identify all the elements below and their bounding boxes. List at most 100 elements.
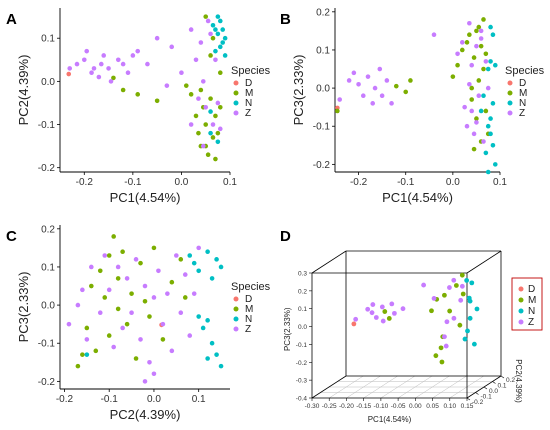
data-point-m (447, 308, 453, 314)
data-point-m (429, 308, 434, 314)
data-point-z (200, 79, 206, 84)
z-tick-label: 0.0 (298, 324, 307, 331)
legend-label-m: M (519, 88, 527, 99)
data-point-z (392, 310, 397, 316)
legend-swatch-d (518, 286, 524, 292)
data-point-z (372, 85, 378, 91)
z-tick-label: -0.3 (296, 378, 308, 385)
data-point-m (469, 85, 475, 91)
legend-title: Species (231, 281, 271, 293)
data-point-n (490, 101, 496, 106)
data-point-m (120, 249, 125, 254)
data-point-m (178, 257, 184, 262)
legend-swatch-z (507, 110, 513, 116)
y-tick-label: 0.2 (316, 7, 330, 18)
legend-label-z: Z (245, 108, 251, 119)
data-point-z (356, 81, 361, 87)
data-point-n (490, 143, 496, 148)
data-point-n (218, 264, 224, 270)
data-point-m (124, 321, 130, 327)
data-point-m (210, 135, 216, 140)
data-point-n (485, 123, 491, 129)
x-tick-label: 0.1 (493, 177, 507, 188)
data-point-z (483, 59, 489, 64)
data-point-n (469, 280, 475, 286)
data-point-z (66, 321, 72, 327)
data-point-z (151, 371, 157, 377)
data-point-n (464, 278, 470, 283)
data-point-m (147, 314, 152, 319)
data-point-m (75, 363, 81, 369)
data-point-z (147, 360, 152, 365)
data-point-z (193, 57, 199, 63)
data-point-z (421, 282, 427, 288)
data-point-z (474, 43, 479, 49)
x-tick-label: -0.2 (76, 177, 94, 188)
data-point-z (84, 337, 90, 342)
data-point-z (469, 62, 475, 68)
data-point-m (84, 325, 90, 331)
data-point-z (217, 126, 223, 132)
data-point-m (455, 62, 460, 68)
data-point-m (208, 96, 213, 101)
legend-label-z: Z (245, 324, 251, 335)
data-point-z (111, 344, 116, 350)
legend-label-d: D (528, 284, 535, 295)
data-point-n (200, 325, 206, 331)
data-point-m (188, 92, 194, 97)
data-point-n (220, 27, 226, 32)
data-point-n (214, 257, 219, 262)
z-tick-label: 0.3 (298, 271, 307, 278)
data-point-m (151, 245, 157, 251)
y-tick-label: 0.0 (489, 388, 498, 395)
data-point-m (469, 97, 475, 102)
data-point-z (151, 295, 157, 300)
legend-label-m: M (245, 88, 253, 99)
y-tick-mark (466, 397, 471, 401)
data-point-n (187, 253, 193, 258)
legend-swatch-z (233, 110, 239, 116)
data-point-n (215, 14, 221, 19)
data-point-n (205, 318, 210, 323)
data-point-z (474, 120, 479, 125)
data-point-n (210, 22, 216, 28)
data-point-z (478, 36, 484, 41)
legend-swatch-m (518, 297, 524, 303)
data-point-z (471, 131, 477, 137)
data-point-m (439, 359, 445, 365)
data-point-z (89, 264, 94, 270)
data-point-m (120, 87, 126, 93)
data-point-z (138, 337, 143, 342)
data-point-z (165, 291, 170, 296)
data-point-n (485, 66, 491, 72)
data-point-z (196, 96, 201, 101)
data-point-n (196, 314, 201, 319)
data-point-n (208, 130, 213, 136)
data-point-z (80, 287, 85, 293)
y-tick-mark (475, 392, 479, 395)
panel-a-letter: A (6, 11, 17, 28)
data-point-z (106, 287, 112, 293)
data-point-z (145, 61, 150, 67)
data-point-z (346, 78, 352, 83)
data-point-z (400, 306, 406, 312)
data-point-m (457, 322, 463, 328)
data-point-m (442, 292, 447, 298)
data-point-m (196, 130, 201, 136)
data-point-m (460, 291, 466, 297)
data-point-z (169, 348, 175, 354)
data-point-m (115, 306, 121, 312)
data-point-m (154, 98, 160, 104)
data-point-z (442, 334, 447, 340)
data-point-m (193, 113, 199, 119)
legend-label-d: D (245, 78, 252, 89)
data-point-z (353, 316, 359, 322)
data-point-n (208, 109, 213, 114)
data-point-z (379, 304, 385, 310)
data-point-n (474, 306, 480, 312)
data-point-z (469, 108, 475, 114)
y-tick-label: -0.1 (38, 339, 56, 350)
y-tick-label: -0.2 (472, 399, 484, 406)
data-point-m (474, 116, 479, 121)
